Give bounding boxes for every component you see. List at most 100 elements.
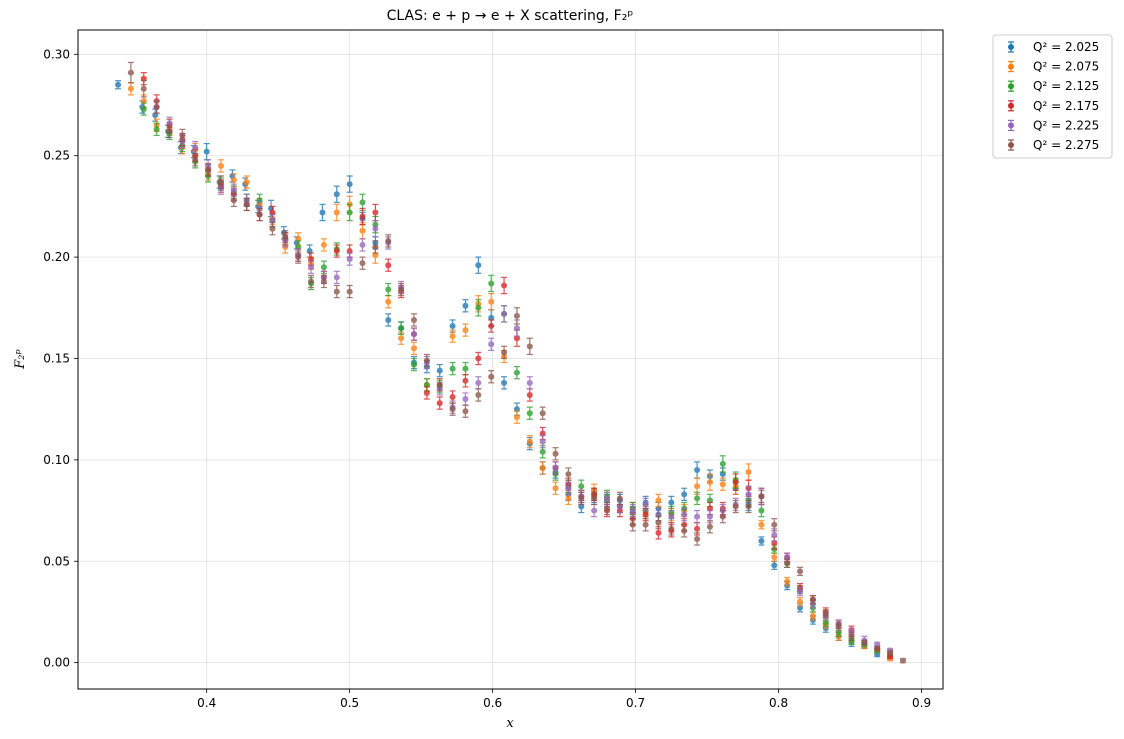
legend-marker	[1008, 63, 1014, 70]
data-point	[706, 523, 713, 530]
legend-marker	[1008, 102, 1014, 109]
data-point	[681, 491, 688, 498]
legend-marker	[1008, 44, 1014, 50]
data-point	[501, 282, 508, 289]
data-point	[771, 562, 778, 569]
data-point	[784, 560, 791, 567]
data-point	[462, 408, 469, 415]
axes: 0.4 0.5 0.6 0.7 0.8 0.9 0.00 0.05 0.10 0.15 0.20 0.…	[43, 47, 931, 710]
data-point	[436, 400, 443, 407]
data-point	[899, 657, 906, 664]
data-point	[488, 280, 495, 287]
data-point	[423, 357, 430, 364]
x-axis-label: x	[506, 716, 514, 731]
data-point	[719, 481, 726, 488]
data-point	[475, 379, 482, 386]
y-tick-label: 0.00	[43, 656, 70, 670]
data-point	[578, 483, 585, 490]
data-point	[319, 209, 326, 216]
data-point	[758, 493, 765, 500]
data-point	[771, 531, 778, 538]
data-point	[410, 331, 417, 338]
data-point	[256, 211, 263, 218]
data-point	[140, 85, 147, 92]
data-point	[694, 495, 701, 502]
data-point	[539, 448, 546, 455]
data-point	[578, 495, 585, 502]
data-point	[449, 406, 456, 413]
data-point	[501, 349, 508, 356]
data-point	[513, 325, 520, 332]
data-point	[642, 511, 649, 518]
data-point	[565, 485, 572, 492]
data-point	[385, 316, 392, 323]
data-point	[217, 179, 224, 186]
data-point	[217, 162, 224, 169]
data-point	[359, 241, 366, 248]
data-point	[758, 521, 765, 528]
data-point	[565, 495, 572, 502]
data-point	[372, 225, 379, 232]
data-point	[501, 379, 508, 386]
data-point	[320, 241, 327, 248]
data-point	[526, 379, 533, 386]
legend: Q² = 2.025 Q² = 2.075 Q² = 2.125 Q² = 2.175…	[992, 34, 1113, 159]
data-point	[874, 645, 881, 652]
data-point	[359, 199, 366, 206]
data-point	[410, 345, 417, 352]
data-point	[526, 343, 533, 350]
data-point	[282, 233, 289, 240]
data-point	[320, 278, 327, 285]
data-point	[333, 209, 340, 216]
data-point	[410, 361, 417, 368]
data-point	[475, 355, 482, 362]
data-point	[243, 201, 250, 208]
data-point	[861, 639, 868, 646]
data-point	[488, 323, 495, 330]
data-point	[797, 568, 804, 575]
data-point	[192, 156, 199, 163]
data-point	[668, 513, 675, 520]
data-point	[797, 598, 804, 605]
data-point	[333, 274, 340, 281]
data-point	[668, 525, 675, 532]
data-point	[398, 286, 405, 293]
data-point	[436, 381, 443, 388]
legend-label: Q² = 2.225	[1033, 118, 1099, 132]
legend-label: Q² = 2.175	[1033, 99, 1099, 113]
data-point	[784, 578, 791, 585]
data-point	[488, 341, 495, 348]
data-point	[591, 507, 598, 514]
legend-marker	[1008, 142, 1014, 148]
data-point	[526, 391, 533, 398]
data-point	[488, 298, 495, 305]
data-point	[539, 438, 546, 445]
data-point	[694, 513, 701, 520]
data-point	[308, 264, 315, 271]
data-point	[642, 521, 649, 528]
data-point	[629, 507, 636, 514]
data-point	[385, 237, 392, 244]
data-point	[758, 507, 765, 514]
data-point	[372, 243, 379, 250]
data-point	[230, 197, 237, 204]
data-point	[462, 377, 469, 384]
data-point	[539, 464, 546, 471]
series-group	[127, 61, 906, 664]
data-point	[706, 513, 713, 520]
data-point	[127, 85, 134, 92]
chart-title: CLAS: e + p → e + X scattering, F₂ᵖ	[387, 8, 634, 24]
data-point	[655, 497, 662, 504]
data-point	[398, 325, 405, 332]
data-point	[462, 302, 469, 309]
data-point	[410, 316, 417, 323]
data-point	[758, 537, 765, 544]
data-point	[809, 613, 816, 620]
data-point	[694, 535, 701, 542]
data-point	[462, 396, 469, 403]
data-point	[706, 479, 713, 486]
data-point	[346, 209, 353, 216]
data-point	[797, 588, 804, 595]
data-point	[153, 126, 160, 133]
